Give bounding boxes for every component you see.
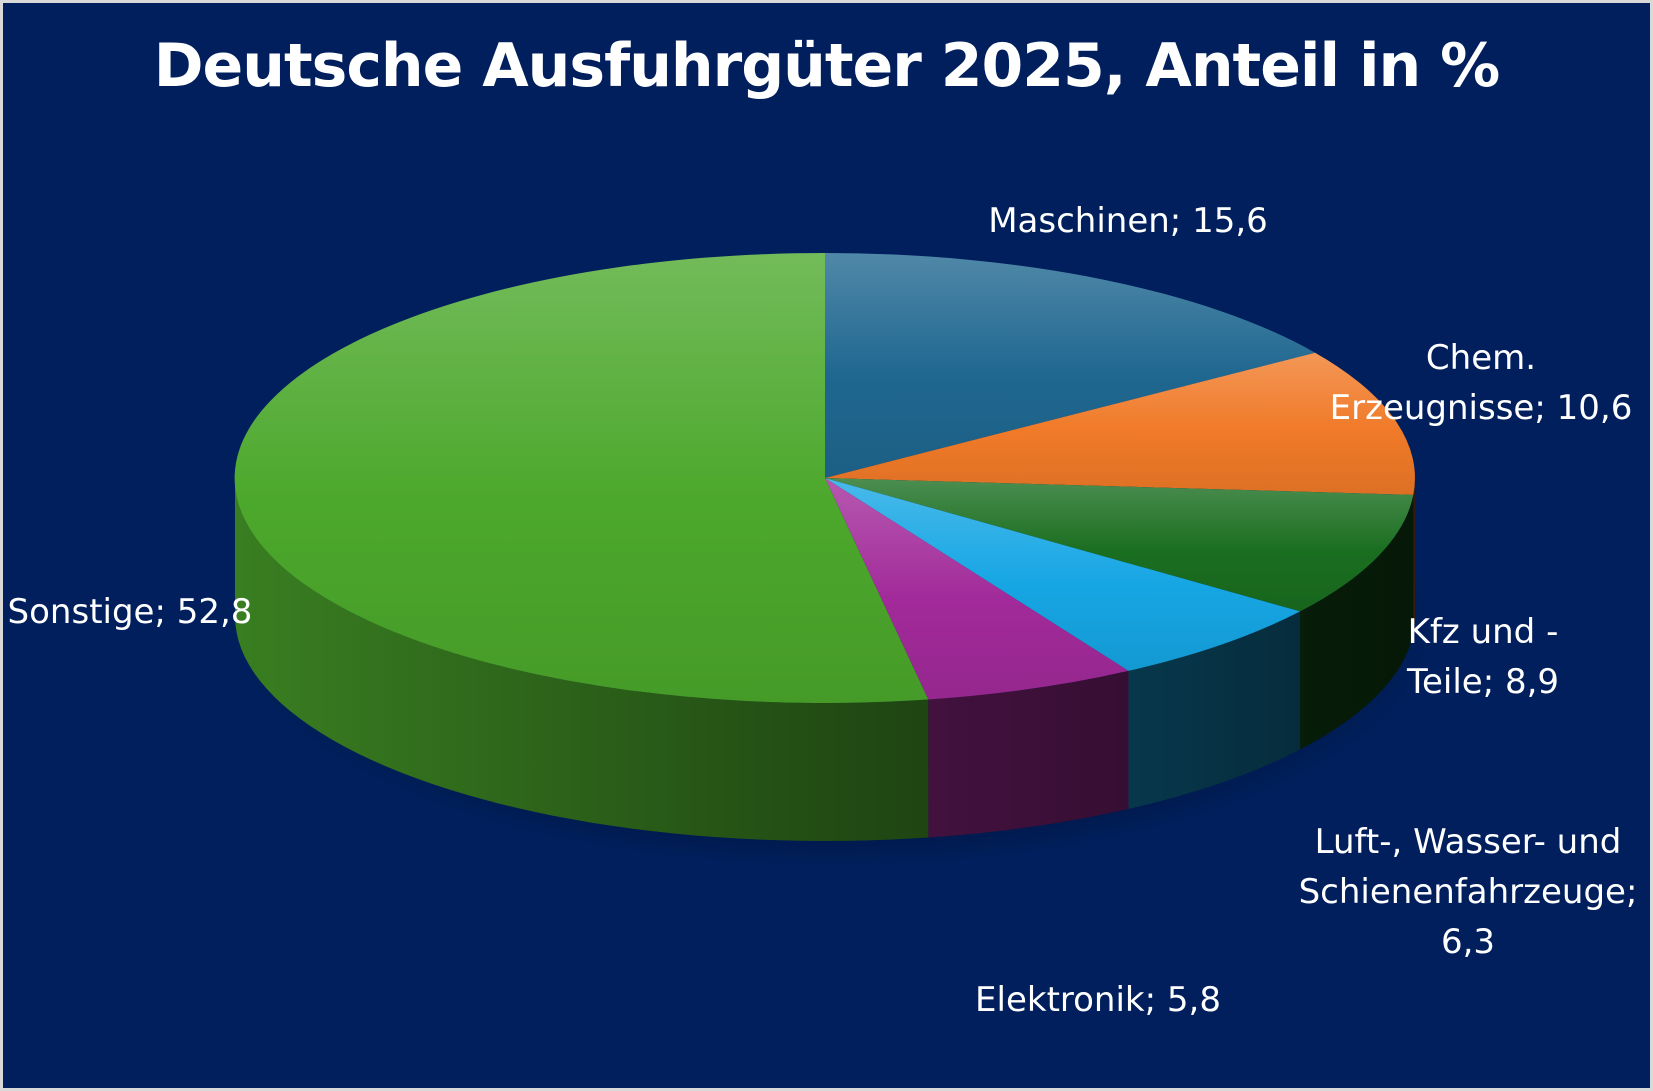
data-label: Kfz und - Teile; 8,9 [1406, 612, 1560, 702]
pie-slice-side [235, 478, 929, 841]
pie-slice [825, 478, 1129, 700]
data-label: Maschinen; 15,6 [988, 201, 1268, 241]
chart-frame: Deutsche Ausfuhrgüter 2025, Anteil in % … [3, 3, 1650, 1088]
chart-title: Deutsche Ausfuhrgüter 2025, Anteil in % [153, 31, 1500, 101]
pie-slice [234, 252, 929, 703]
pie-chart [234, 252, 1433, 867]
pie-slice [825, 478, 1301, 671]
pie-slice [825, 352, 1415, 495]
pie-slice-side [1128, 611, 1301, 809]
pie-slice [825, 478, 1414, 612]
data-label: Chem. Erzeugnisse; 10,6 [1329, 338, 1633, 428]
pie-slice-side [1413, 478, 1415, 633]
pie-slice-side [928, 670, 1129, 838]
data-label: Sonstige; 52,8 [7, 592, 253, 632]
pie-slice [825, 253, 1316, 478]
data-label: Elektronik; 5,8 [975, 980, 1221, 1020]
pie-slice-side [1300, 494, 1414, 750]
data-label: Luft-, Wasser- und Schienenfahrzeuge; 6,… [1298, 822, 1638, 962]
